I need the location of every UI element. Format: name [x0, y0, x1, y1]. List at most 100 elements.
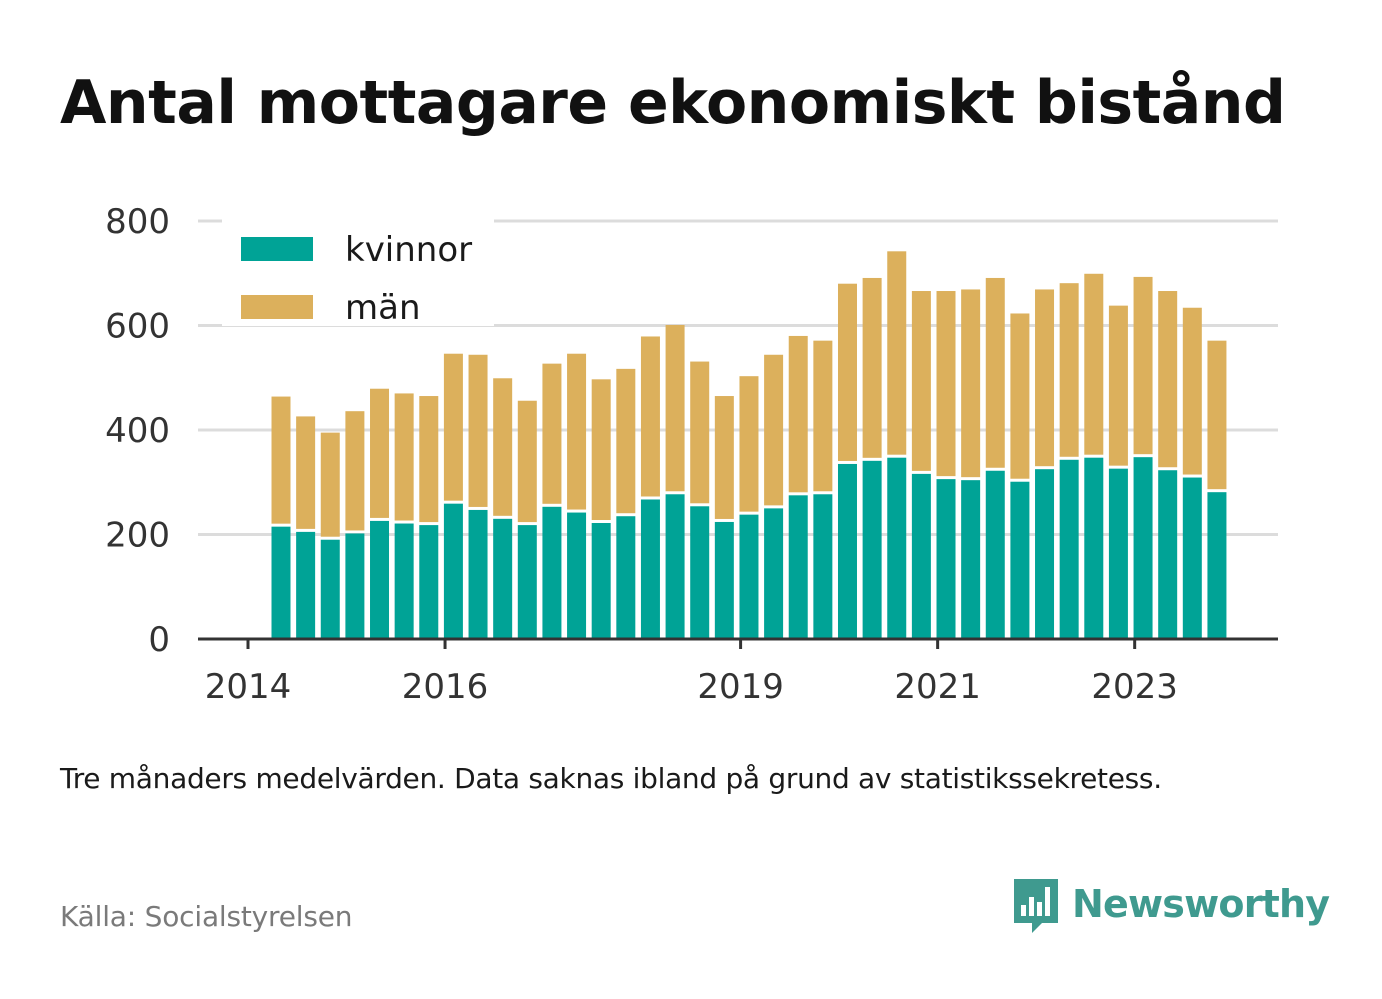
bar-man	[837, 283, 857, 461]
x-tick-label: 2023	[1091, 667, 1178, 707]
legend-label: kvinnor	[345, 230, 472, 270]
bar-kvinnor	[493, 518, 513, 639]
bar-man	[665, 324, 685, 492]
bar-kvinnor	[271, 526, 291, 639]
bar-man	[1158, 291, 1178, 468]
source-text: Källa: Socialstyrelsen	[60, 900, 353, 933]
legend-label: män	[345, 288, 421, 328]
bar-kvinnor	[640, 499, 660, 639]
y-tick-label: 800	[105, 202, 170, 242]
bar-kvinnor	[985, 470, 1005, 639]
bar-man	[616, 368, 636, 514]
x-axis: 2014 2016 2019 2021 2023	[198, 637, 1278, 707]
bar-man	[468, 354, 488, 507]
bar-man	[1133, 276, 1153, 455]
bar-man	[640, 336, 660, 497]
bar-man	[1182, 307, 1202, 475]
bar-man	[1010, 313, 1030, 479]
bar-kvinnor	[419, 525, 439, 639]
y-tick-label: 600	[105, 307, 170, 347]
x-tick-label: 2016	[402, 667, 489, 707]
y-tick-label: 200	[105, 516, 170, 556]
bar-kvinnor	[1133, 457, 1153, 639]
bars	[271, 251, 1227, 639]
bar-man	[1084, 273, 1104, 455]
bar-man	[370, 388, 390, 518]
bar-kvinnor	[370, 520, 390, 639]
bar-man	[542, 363, 562, 504]
bar-kvinnor	[616, 516, 636, 639]
bar-man	[911, 291, 931, 471]
bar-man	[1108, 305, 1128, 466]
bar-kvinnor	[468, 509, 488, 639]
chart-note: Tre månaders medelvärden. Data saknas ib…	[60, 762, 1162, 795]
legend-swatch	[241, 295, 313, 319]
bar-kvinnor	[813, 494, 833, 639]
bar-man	[788, 335, 808, 493]
bar-kvinnor	[1059, 459, 1079, 639]
bar-man	[517, 400, 537, 523]
bar-man	[813, 340, 833, 492]
bar-man	[345, 411, 365, 531]
bar-kvinnor	[567, 512, 587, 639]
bar-kvinnor	[591, 523, 611, 639]
x-tick-label: 2021	[894, 667, 981, 707]
bar-man	[320, 432, 340, 537]
bar-man	[961, 289, 981, 478]
bar-kvinnor	[714, 521, 734, 639]
y-tick-label: 0	[148, 620, 170, 660]
bar-kvinnor	[936, 479, 956, 639]
brand-logo[interactable]: Newsworthy	[1010, 875, 1330, 937]
x-tick-label: 2019	[697, 667, 784, 707]
bar-kvinnor	[788, 495, 808, 639]
bar-man	[714, 396, 734, 519]
bar-kvinnor	[1207, 492, 1227, 639]
bar-kvinnor	[837, 463, 857, 639]
bar-kvinnor	[764, 508, 784, 639]
bar-kvinnor	[739, 514, 759, 639]
chart-title: Antal mottagare ekonomiskt bistånd	[60, 68, 1286, 138]
bar-kvinnor	[1108, 468, 1128, 639]
bar-man	[271, 396, 291, 524]
bar-man	[443, 353, 463, 501]
bar-kvinnor	[961, 480, 981, 639]
bar-kvinnor	[394, 523, 414, 639]
bar-kvinnor	[690, 506, 710, 639]
bar-man	[887, 251, 907, 455]
bar-kvinnor	[542, 506, 562, 639]
bar-kvinnor	[911, 473, 931, 639]
bar-kvinnor	[665, 494, 685, 639]
bar-man	[296, 416, 316, 529]
bar-chart-speech-bubble-icon	[1014, 879, 1058, 933]
bar-kvinnor	[1158, 470, 1178, 639]
bar-kvinnor	[887, 457, 907, 639]
legend: kvinnor män	[222, 218, 494, 328]
bar-kvinnor	[296, 531, 316, 639]
bar-man	[936, 291, 956, 477]
stacked-bar-chart: 0 200 400 600 800 2014 2016 2019 2021 2023 kvinn…	[105, 202, 1278, 707]
bar-kvinnor	[1182, 477, 1202, 639]
bar-kvinnor	[1010, 481, 1030, 639]
bar-man	[493, 378, 513, 516]
bar-man	[690, 361, 710, 504]
bar-man	[591, 379, 611, 521]
legend-swatch	[241, 237, 313, 261]
bar-kvinnor	[517, 525, 537, 639]
y-axis: 0 200 400 600 800	[105, 202, 170, 660]
bar-kvinnor	[1035, 469, 1055, 639]
bar-kvinnor	[1084, 457, 1104, 639]
x-tick-label: 2014	[205, 667, 292, 707]
bar-kvinnor	[443, 503, 463, 639]
y-tick-label: 400	[105, 411, 170, 451]
bar-man	[1035, 289, 1055, 467]
bar-man	[419, 396, 439, 523]
bar-man	[739, 376, 759, 512]
bar-man	[862, 277, 882, 458]
bar-man	[394, 393, 414, 521]
bar-man	[985, 277, 1005, 468]
bar-kvinnor	[320, 539, 340, 639]
bar-man	[1059, 283, 1079, 457]
bar-man	[764, 354, 784, 506]
bar-kvinnor	[862, 460, 882, 639]
bar-kvinnor	[345, 533, 365, 639]
